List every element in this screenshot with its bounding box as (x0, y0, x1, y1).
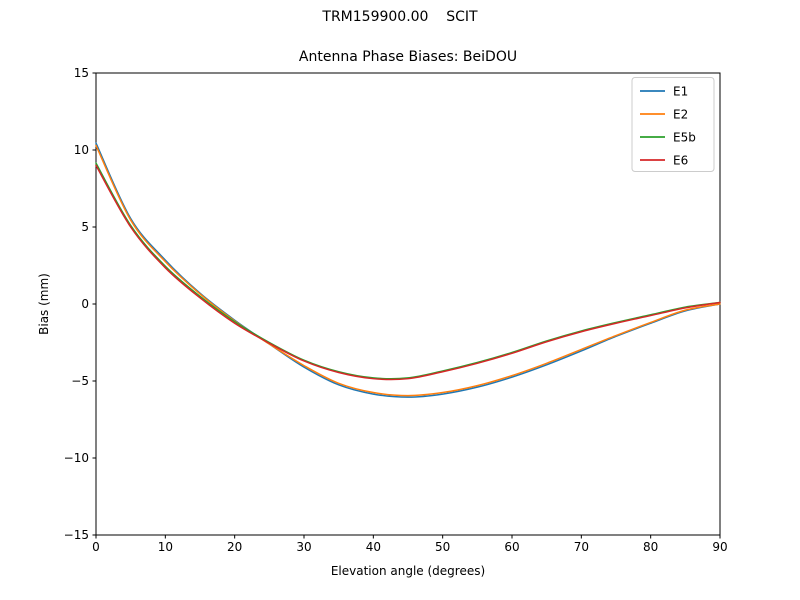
series-line-e2 (95, 144, 721, 397)
x-tick-label: 70 (574, 540, 589, 554)
series-line-e6 (95, 164, 721, 381)
y-axis-ticks: −15 −10 −5 0 5 10 15 (64, 66, 96, 542)
y-tick-label: −10 (64, 451, 89, 465)
x-tick-label: 20 (227, 540, 242, 554)
axes-frame (95, 72, 721, 536)
legend-label: E5b (673, 131, 696, 145)
data-curves (95, 142, 721, 398)
x-tick-label: 0 (92, 540, 100, 554)
x-tick-label: 80 (643, 540, 658, 554)
y-tick-label: −15 (64, 528, 89, 542)
y-tick-label: 15 (74, 66, 89, 80)
y-tick-label: 0 (81, 297, 89, 311)
y-tick-label: 5 (81, 220, 89, 234)
x-tick-label: 90 (712, 540, 727, 554)
legend-box (631, 77, 715, 172)
x-tick-label: 50 (435, 540, 450, 554)
x-tick-label: 40 (366, 540, 381, 554)
y-axis-label: Bias (mm) (37, 273, 51, 335)
figure-suptitle: TRM159900.00 SCIT (322, 9, 478, 25)
y-tick-label: −5 (71, 374, 89, 388)
legend-label: E6 (673, 154, 688, 168)
axes-title: Antenna Phase Biases: BeiDOU (298, 49, 518, 65)
series-line-e5b (95, 162, 721, 380)
x-axis-ticks: 0 10 20 30 40 50 60 70 80 90 (92, 535, 728, 554)
legend: E1 E2 E5b E6 (631, 77, 715, 172)
x-axis-label: Elevation angle (degrees) (331, 564, 485, 578)
x-tick-label: 10 (158, 540, 173, 554)
x-tick-label: 60 (504, 540, 519, 554)
legend-label: E1 (673, 85, 688, 99)
series-line-e1 (95, 142, 721, 398)
y-tick-label: 10 (74, 143, 89, 157)
x-tick-label: 30 (296, 540, 311, 554)
legend-label: E2 (673, 108, 688, 122)
